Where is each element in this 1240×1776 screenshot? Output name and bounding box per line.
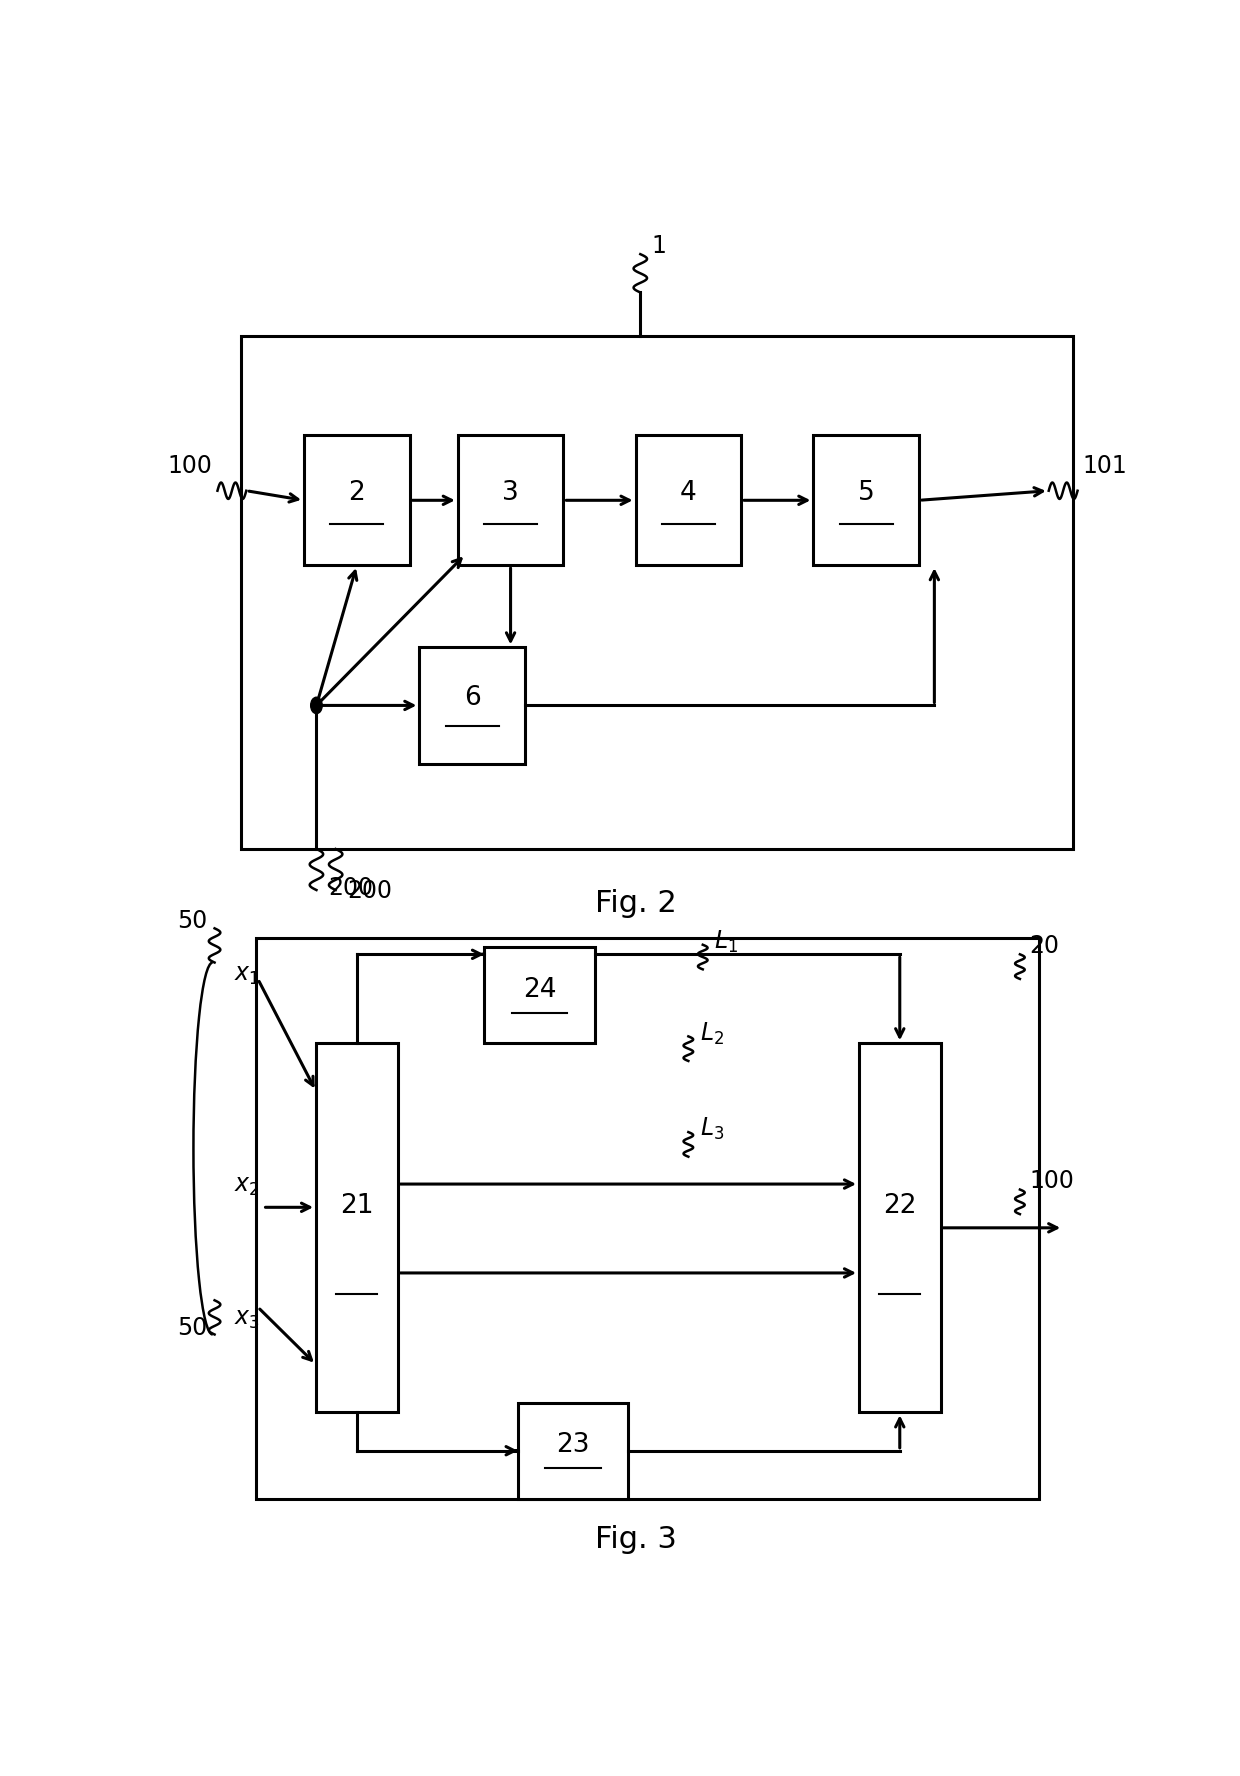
Text: $x_3$: $x_3$ (234, 1307, 259, 1332)
Text: 23: 23 (557, 1431, 590, 1458)
Text: 20: 20 (1029, 934, 1059, 957)
Text: 101: 101 (1083, 455, 1127, 478)
Bar (484, 947, 595, 1043)
Text: 21: 21 (340, 1193, 373, 1218)
Circle shape (311, 698, 322, 714)
Bar (635, 435, 742, 565)
Bar (316, 1043, 398, 1412)
Text: 50: 50 (176, 1316, 207, 1339)
Text: $x_1$: $x_1$ (234, 963, 259, 986)
Text: 22: 22 (883, 1193, 916, 1218)
Text: 50: 50 (176, 909, 207, 934)
Bar (518, 1403, 629, 1499)
Text: $x_2$: $x_2$ (234, 1174, 259, 1197)
Text: 6: 6 (464, 686, 481, 712)
Text: $L_1$: $L_1$ (714, 929, 738, 955)
Text: Fig. 3: Fig. 3 (594, 1526, 677, 1554)
Bar (813, 435, 919, 565)
Text: 2: 2 (348, 480, 366, 506)
Bar (859, 1043, 941, 1412)
Text: 4: 4 (680, 480, 697, 506)
Bar (419, 646, 525, 764)
Text: $L_3$: $L_3$ (699, 1117, 724, 1142)
Bar (255, 938, 1039, 1499)
Text: 200: 200 (327, 876, 373, 900)
Text: 100: 100 (167, 455, 213, 478)
Text: Fig. 2: Fig. 2 (595, 890, 676, 918)
Bar (458, 435, 563, 565)
Text: 1: 1 (652, 234, 667, 258)
Bar (304, 435, 409, 565)
Text: 200: 200 (347, 879, 392, 904)
Text: $L_2$: $L_2$ (699, 1021, 724, 1046)
Bar (242, 336, 1073, 849)
Text: 3: 3 (502, 480, 520, 506)
Text: 24: 24 (522, 977, 557, 1003)
Text: 100: 100 (1029, 1169, 1074, 1193)
Text: 5: 5 (858, 480, 874, 506)
